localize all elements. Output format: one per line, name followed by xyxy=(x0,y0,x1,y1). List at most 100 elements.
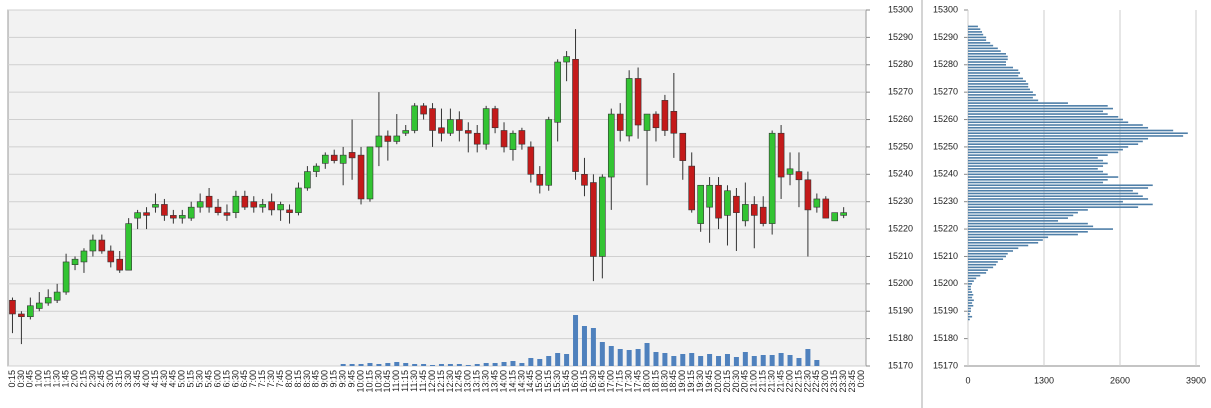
y-tick-label: 15240 xyxy=(933,169,958,179)
x-tick-label: 6:00 xyxy=(212,370,222,388)
profile-bar xyxy=(968,258,1004,260)
y-tick-label: 15210 xyxy=(933,251,958,261)
candle-body xyxy=(223,212,231,216)
y-tick-label: 15230 xyxy=(933,196,958,206)
candle-body xyxy=(35,302,43,309)
candle-body xyxy=(750,204,758,216)
x-tick-label: 11:00 xyxy=(391,370,401,392)
profile-bar xyxy=(968,318,970,321)
profile-bar xyxy=(968,280,974,282)
profile-bar xyxy=(968,231,1088,233)
profile-bar xyxy=(968,162,1108,165)
profile-bar xyxy=(968,105,1108,107)
volume-bar xyxy=(412,364,418,366)
profile-bar xyxy=(968,247,1019,250)
volume-bar xyxy=(403,363,409,366)
y-tick-label: 15280 xyxy=(933,59,958,69)
profile-bar xyxy=(968,58,1008,61)
profile-bar xyxy=(968,209,1088,211)
profile-bar xyxy=(968,288,971,291)
profile-bar xyxy=(968,217,1068,219)
x-tick-label: 18:45 xyxy=(668,370,678,393)
profile-bar xyxy=(968,140,1143,143)
candle-body xyxy=(795,171,803,181)
volume-bar xyxy=(590,328,596,366)
candle-body xyxy=(161,204,168,216)
volume-bar xyxy=(707,354,713,366)
candle-body xyxy=(9,299,16,315)
volume-bar xyxy=(465,365,471,366)
volume-bar xyxy=(716,356,722,366)
x-tick-label: 17:45 xyxy=(632,370,642,393)
profile-bar xyxy=(968,269,988,271)
candle-body xyxy=(581,174,588,186)
volume-bar xyxy=(438,364,444,366)
candle-body xyxy=(661,100,669,131)
x-tick-label: 5:30 xyxy=(195,370,205,388)
profile-bar xyxy=(968,304,974,307)
volume-bar xyxy=(662,353,668,366)
profile-bar xyxy=(968,146,1129,148)
y-tick-label: 15250 xyxy=(933,141,958,151)
x-tick-label: 2:00 xyxy=(69,370,79,388)
profile-bar xyxy=(968,228,1113,230)
candle-body xyxy=(268,201,275,211)
y-tick-label: 15170 xyxy=(888,360,913,370)
profile-bar xyxy=(968,118,1123,121)
candle-body xyxy=(214,206,222,213)
profile-bar xyxy=(968,69,1019,72)
volume-bar xyxy=(653,352,659,366)
candle-body xyxy=(277,204,284,211)
volume-bar xyxy=(430,365,436,366)
profile-bar xyxy=(968,307,971,310)
candle-body xyxy=(527,146,535,175)
candle-body xyxy=(777,132,785,178)
x-tick-label: 10:15 xyxy=(364,370,374,393)
x-tick-label: 14:45 xyxy=(525,370,535,393)
volume-bar xyxy=(760,355,766,366)
candle-body xyxy=(822,198,830,219)
x-tick-label: 20:15 xyxy=(722,370,732,393)
profile-bar xyxy=(968,225,1094,228)
x-tick-label: 19:45 xyxy=(704,370,714,393)
x-tick-label: 4:45 xyxy=(168,370,178,388)
profile-bar xyxy=(968,148,1123,151)
profile-bar xyxy=(968,83,1029,85)
profile-bar xyxy=(968,272,987,274)
candle-body xyxy=(232,195,240,213)
x-tick-label: 15:45 xyxy=(561,370,571,393)
volume-bar xyxy=(376,364,382,366)
x-tick-label: 11:30 xyxy=(409,370,419,392)
volume-bar xyxy=(385,363,391,366)
volume-bar xyxy=(733,357,739,366)
profile-bar xyxy=(968,126,1149,129)
profile-bar xyxy=(968,291,973,293)
profile-bar xyxy=(968,206,1139,208)
candle-body xyxy=(733,195,740,213)
candle-body xyxy=(759,206,767,224)
volume-bar xyxy=(456,364,462,366)
profile-bar xyxy=(968,39,987,41)
candle-body xyxy=(643,113,651,131)
profile-bar xyxy=(968,181,1104,184)
y-tick-label: 15180 xyxy=(888,333,913,343)
profile-bar xyxy=(968,299,974,302)
x-tick-label: 14:00 xyxy=(498,370,508,393)
candle-body xyxy=(357,154,365,200)
x-tick-label: 8:00 xyxy=(284,370,294,388)
y-tick-label: 15260 xyxy=(933,114,958,124)
x-tick-label: 18:00 xyxy=(641,370,651,393)
profile-bar xyxy=(968,195,1143,198)
volume-bar xyxy=(537,359,543,366)
candle-body xyxy=(384,135,392,142)
candle-body xyxy=(545,119,553,186)
candle-body xyxy=(152,204,159,208)
profile-bar xyxy=(968,72,1021,74)
x-tick-label: 7:15 xyxy=(257,370,267,388)
y-tick-label: 15190 xyxy=(888,306,913,316)
candle-body xyxy=(652,113,660,129)
x-tick-label: 22:30 xyxy=(802,370,812,393)
profile-bar xyxy=(968,135,1184,137)
x-tick-label: 9:45 xyxy=(346,370,356,388)
candle-body xyxy=(563,56,570,63)
